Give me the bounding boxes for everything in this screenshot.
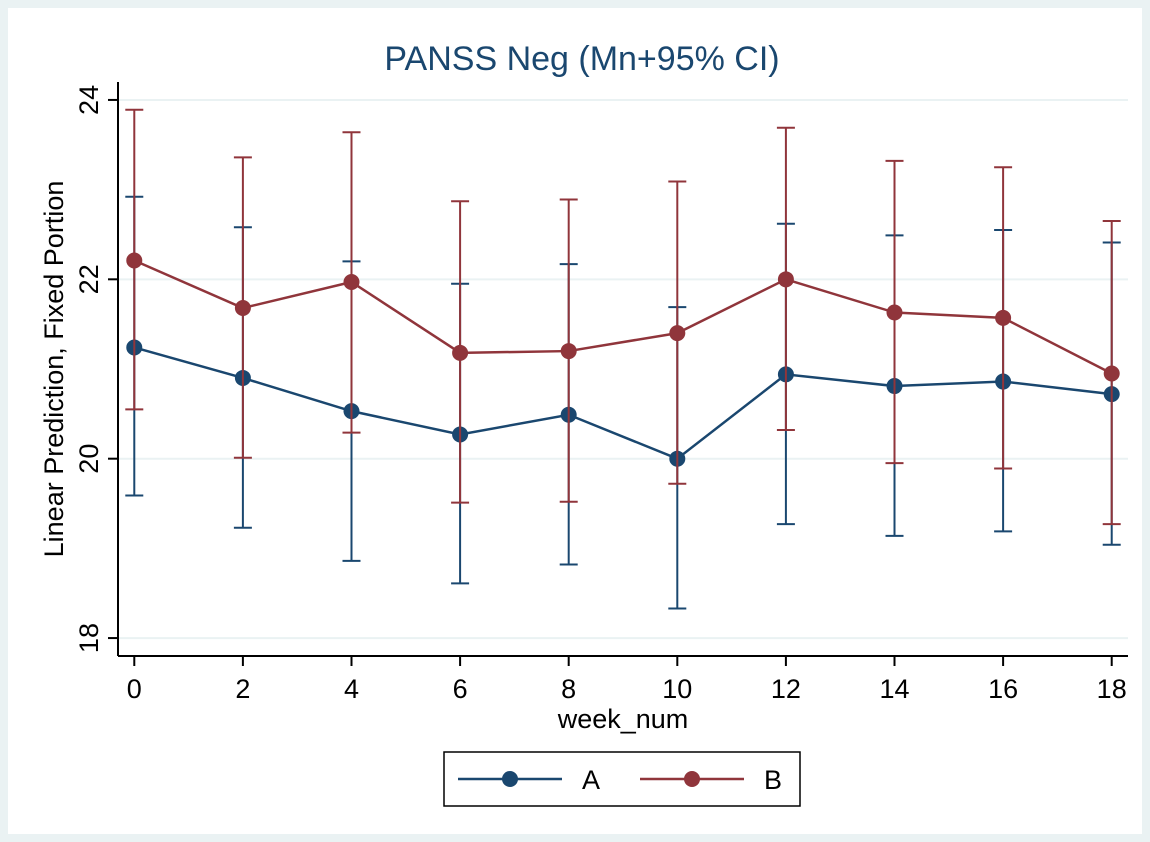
legend-marker xyxy=(684,771,700,787)
data-point xyxy=(995,309,1012,326)
x-tick-label: 4 xyxy=(344,674,359,704)
data-point xyxy=(452,344,469,361)
x-tick-label: 10 xyxy=(662,674,692,704)
legend-marker xyxy=(502,771,518,787)
x-tick-label: 2 xyxy=(235,674,250,704)
x-tick-label: 8 xyxy=(561,674,576,704)
axes xyxy=(117,82,1128,657)
data-point xyxy=(886,304,903,321)
y-tick-label: 22 xyxy=(74,264,104,294)
series-B xyxy=(125,108,1121,526)
y-tick-label: 24 xyxy=(74,85,104,115)
plot-area xyxy=(8,8,1142,834)
y-axis-label: Linear Prediction, Fixed Portion xyxy=(39,181,69,558)
data-point xyxy=(234,300,251,317)
chart-title: PANSS Neg (Mn+95% CI) xyxy=(384,40,779,78)
x-tick-label: 0 xyxy=(127,674,142,704)
legend-label: A xyxy=(582,765,600,795)
data-point xyxy=(1103,365,1120,382)
x-tick-label: 12 xyxy=(771,674,801,704)
series xyxy=(125,108,1121,610)
y-ticks: 18 20 22 24 xyxy=(74,85,118,653)
y-tick-label: 18 xyxy=(74,623,104,653)
x-tick-label: 14 xyxy=(879,674,909,704)
x-tick-label: 6 xyxy=(453,674,468,704)
data-point xyxy=(560,343,577,360)
grid-lines xyxy=(118,98,1128,640)
legend-label: B xyxy=(764,765,782,795)
series-line xyxy=(133,346,1112,461)
data-point xyxy=(343,274,360,291)
series-line xyxy=(133,259,1113,375)
x-ticks: 0 2 4 6 8 10 12 14 16 18 xyxy=(127,656,1127,704)
data-point xyxy=(126,252,143,269)
data-point xyxy=(777,271,794,288)
x-tick-label: 18 xyxy=(1097,674,1127,704)
x-axis-label: week_num xyxy=(557,704,689,734)
data-point xyxy=(669,325,686,342)
y-tick-label: 20 xyxy=(74,444,104,474)
x-tick-label: 16 xyxy=(988,674,1018,704)
